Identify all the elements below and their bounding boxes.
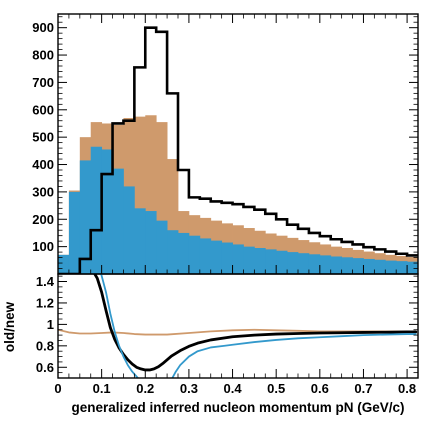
ratio-x-tick-label-0: 0 [54,381,61,396]
ratio-line-s2 [100,274,139,378]
hist-bar-s1-b31 [396,261,408,274]
hist-y-tick-label-5: 600 [32,102,54,117]
hist-bar-s0-b10 [167,159,179,274]
ratio-x-tick-label-1: 0.1 [93,381,111,396]
ratio-x-tick-label-8: 0.8 [398,381,416,396]
ratio-y-axis-title: old/new [2,301,17,352]
hist-bar-s1-b4 [101,149,113,274]
hist-bar-s1-b9 [156,220,168,274]
ratio-x-tick-label-5: 0.5 [267,381,285,396]
hist-bar-s1-b20 [276,250,288,274]
ratio-x-tick-label-3: 0.3 [180,381,198,396]
ratio-line-s3 [171,333,417,378]
hist-bar-s0-b8 [145,115,157,274]
hist-bar-s1-b6 [123,186,135,274]
hist-bar-s1-b30 [385,260,397,274]
hist-bar-s0-b7 [134,116,146,274]
hist-y-tick-label-1: 200 [32,212,54,227]
hist-y-tick-label-6: 700 [32,75,54,90]
hist-y-tick-label-2: 300 [32,184,54,199]
hist-bar-s1-b1 [68,191,81,274]
hist-bar-s1-b21 [287,252,299,274]
hist-bar-s1-b17 [243,246,255,274]
hist-bar-s1-b14 [210,240,223,274]
hist-bar-s1-b8 [145,211,157,274]
hist-bar-s1-b18 [254,248,266,274]
hist-bar-s1-b23 [308,254,321,274]
hist-bar-s1-b28 [363,258,375,274]
ratio-y-tick-label-1: 0.8 [36,338,54,353]
hist-bar-s1-b2 [79,160,92,274]
hist-bar-s1-b24 [319,255,332,274]
ratio-y-tick-label-2: 1 [47,317,54,332]
hist-bar-s1-b26 [341,257,353,274]
ratio-y-tick-label-4: 1.4 [36,274,55,289]
ratio-frame [57,273,419,379]
ratio-lines [58,274,418,378]
hist-bar-s1-b25 [330,256,343,274]
ratio-line-s1 [93,274,418,372]
hist-bar-s1-b22 [298,253,310,274]
hist-bar-s1-b13 [199,238,212,274]
histogram-panel: 100 200 300 400 500 600 700 800 900 [32,13,419,275]
ratio-x-tick-label-4: 0.4 [224,381,243,396]
x-axis-title: generalized inferred nucleon momentum pN… [71,400,404,415]
ratio-y-tick-label-0: 0.6 [36,360,54,375]
hist-bar-s0-b9 [156,122,168,274]
hist-bar-s1-b10 [167,230,179,274]
hist-bar-s1-b12 [188,235,201,274]
hist-y-tick-label-4: 500 [32,130,54,145]
hist-bar-s1-b0 [58,254,70,274]
hist-bar-s1-b16 [232,244,244,274]
ratio-panel: 0.6 0.8 1 1.2 1.4 0 0.1 0.2 0.3 0.4 0.5 0.6 0.7 0.8 [36,273,419,396]
ratio-y-tick-label-3: 1.2 [36,295,54,310]
hist-bar-s1-b3 [90,146,103,274]
hist-bar-s1-b7 [134,208,146,274]
ratio-x-tick-label-2: 0.2 [136,381,154,396]
hist-bar-s1-b15 [221,242,233,274]
hist-bar-s1-b32 [407,261,418,274]
hist-y-tick-label-7: 800 [32,48,54,63]
hist-bar-s1-b27 [352,258,364,274]
hist-bar-s1-b5 [112,168,124,274]
hist-bar-s1-b11 [178,232,190,274]
hist-y-tick-label-3: 400 [32,157,54,172]
hist-bar-s1-b29 [374,259,386,274]
hist-step-outline-s2 [58,26,418,274]
ratio-x-tick-label-6: 0.6 [311,381,329,396]
hist-y-tick-label-8: 900 [32,20,54,35]
histogram-bars [58,26,418,274]
hist-bar-s1-b19 [265,249,277,274]
ratio-x-tick-label-7: 0.7 [354,381,372,396]
hist-y-tick-label-0: 100 [32,239,54,254]
